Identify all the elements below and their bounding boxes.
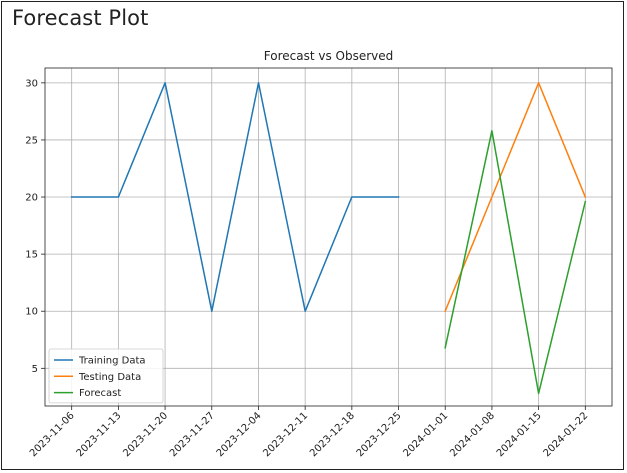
x-tick-label: 2023-12-04 [215, 410, 264, 459]
x-tick-label: 2024-01-22 [542, 410, 591, 459]
x-tick-label: 2023-11-27 [168, 410, 217, 459]
legend-label: Forecast [79, 388, 121, 399]
x-tick-label: 2023-11-20 [121, 410, 170, 459]
y-tick-label: 5 [32, 364, 38, 375]
y-tick-label: 30 [25, 78, 38, 89]
legend-label: Testing Data [78, 372, 141, 383]
plot-frame [44, 67, 613, 407]
y-axis-ticks: 5 10 15 20 25 30 [25, 78, 45, 375]
series-line-training-data [70, 82, 400, 312]
x-axis-ticks: 2023-11-062023-11-132023-11-202023-11-27… [28, 406, 591, 459]
page-title: Forecast Plot [12, 6, 149, 30]
legend-label: Training Data [78, 356, 146, 367]
y-tick-label: 25 [25, 135, 38, 146]
series-line-forecast [444, 130, 587, 395]
x-tick-label: 2023-11-06 [28, 410, 77, 459]
x-tick-label: 2023-11-13 [75, 410, 124, 459]
y-tick-label: 15 [25, 250, 38, 261]
x-tick-label: 2024-01-08 [448, 410, 497, 459]
series-lines [70, 82, 587, 395]
x-tick-label: 2024-01-01 [401, 410, 450, 459]
series-line-testing-data [444, 82, 587, 313]
x-tick-label: 2024-01-15 [495, 410, 544, 459]
y-tick-label: 10 [25, 307, 38, 318]
x-tick-label: 2023-12-18 [308, 410, 357, 459]
chart-title: Forecast vs Observed [264, 49, 394, 63]
legend-box [48, 348, 164, 404]
legend: Training Data Testing Data Forecast [48, 348, 164, 404]
y-tick-label: 20 [25, 193, 38, 204]
x-tick-label: 2023-12-11 [261, 410, 310, 459]
x-tick-label: 2023-12-25 [355, 410, 404, 459]
